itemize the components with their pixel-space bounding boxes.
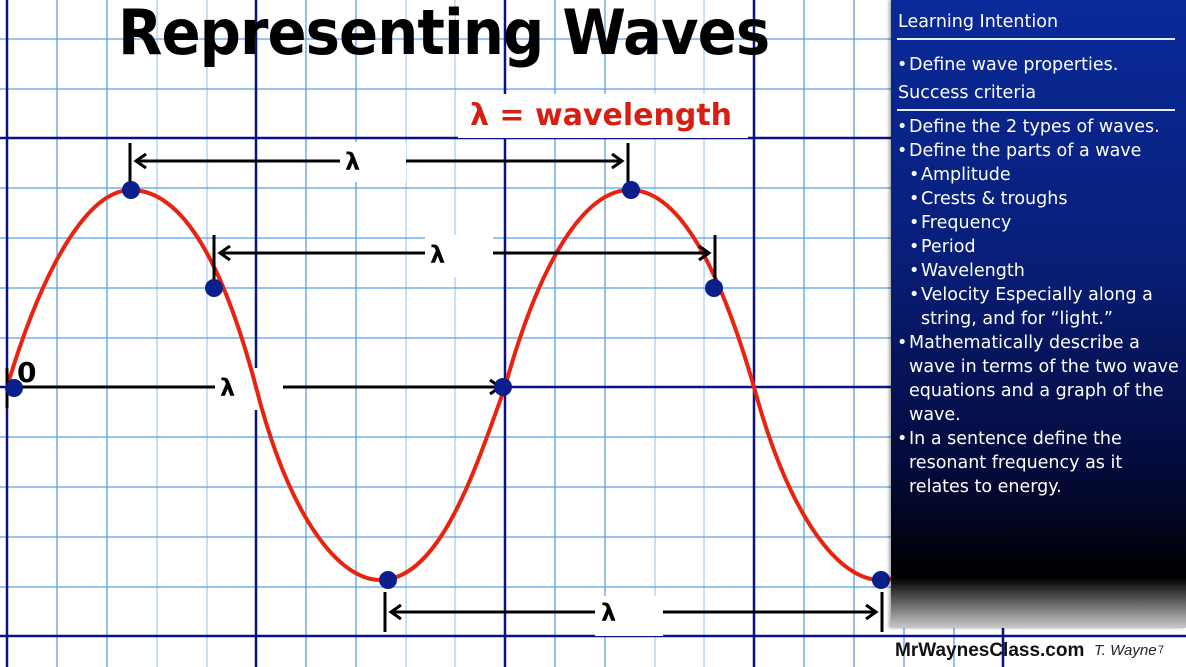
list-item: Define the parts of a wave [897,139,1182,163]
list-item: Velocity Especially along a string, and … [897,283,1182,331]
learning-intention-heading: Learning Intention [898,12,1059,32]
divider [897,38,1175,40]
lambda-label-crest: λ [345,147,361,177]
list-item: Crests & troughs [897,187,1182,211]
footer-author: T. Wayne [1094,642,1157,659]
lambda-label-zero: λ [220,373,236,403]
success-criteria-list: Define the 2 types of waves. Define the … [897,115,1182,499]
success-criteria-heading: Success criteria [898,83,1037,103]
list-item: Define the 2 types of waves. [897,115,1182,139]
list-item: Wavelength [897,259,1182,283]
wavelength-arrows [5,143,884,632]
divider [897,109,1175,111]
footer-site: MrWaynesClass.com [895,640,1085,661]
wavelength-legend: λ = wavelength [458,94,748,138]
list-item: Mathematically describe a wave in terms … [897,331,1182,427]
list-item: Frequency [897,211,1182,235]
list-item: Define wave properties. [897,53,1182,77]
list-item: In a sentence define the resonant freque… [897,427,1182,499]
lambda-label-slope: λ [430,240,446,270]
page-number: 7 [1158,644,1165,656]
slide-title: Representing Waves [118,0,770,69]
objectives-panel: Learning Intention Define wave propertie… [891,0,1186,628]
origin-label: 0 [17,356,37,389]
wave-points [5,181,890,589]
list-item: Amplitude [897,163,1182,187]
lambda-label-trough: λ [601,598,617,628]
list-item: Period [897,235,1182,259]
learning-intention-list: Define wave properties. [897,53,1182,77]
